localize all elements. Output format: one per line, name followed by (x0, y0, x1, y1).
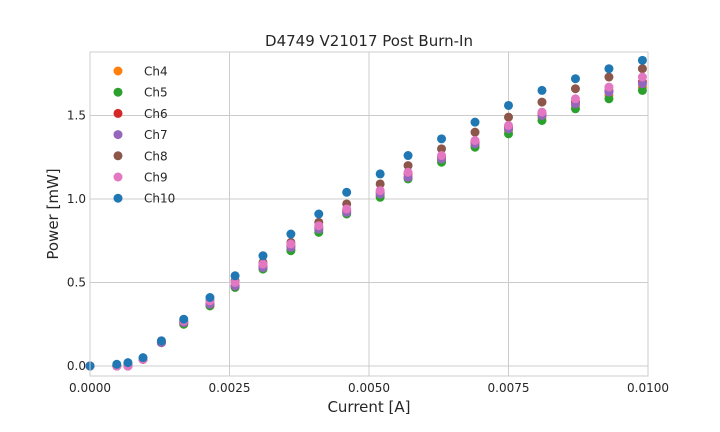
legend-marker-ch9 (113, 172, 123, 182)
legend-label-ch5: Ch5 (144, 86, 168, 100)
y-tick-label: 1.0 (67, 192, 86, 206)
point-ch10 (230, 271, 240, 281)
point-ch10 (138, 353, 148, 363)
legend-marker-ch6 (113, 108, 123, 118)
series-ch5 (85, 85, 647, 371)
point-ch10 (123, 358, 133, 368)
legend-marker-ch5 (113, 87, 123, 97)
x-tick-label: 0.0100 (627, 381, 669, 395)
point-ch5 (637, 85, 647, 95)
plot-frame (89, 51, 649, 377)
legend-marker-ch7 (113, 130, 123, 140)
grid (89, 52, 649, 376)
point-ch9 (470, 136, 480, 146)
point-ch8 (637, 64, 647, 74)
chart-title: D4749 V21017 Post Burn-In (265, 32, 473, 50)
x-tick-label: 0.0025 (209, 381, 251, 395)
point-ch10 (604, 64, 614, 74)
y-tick-label: 0.5 (67, 275, 86, 289)
point-ch8 (504, 112, 513, 122)
series-ch8 (85, 64, 647, 371)
legend-label-ch9: Ch9 (144, 171, 168, 185)
point-ch8 (437, 144, 447, 154)
point-ch8 (570, 84, 580, 94)
legend-label-ch6: Ch6 (144, 107, 168, 121)
point-ch10 (637, 55, 647, 65)
series-ch4 (85, 82, 647, 371)
point-ch10 (314, 209, 324, 219)
point-ch9 (342, 204, 352, 214)
point-ch9 (403, 167, 413, 177)
point-ch9 (570, 94, 580, 104)
x-tick-label: 0.0000 (69, 381, 111, 395)
x-tick-label: 0.0075 (488, 381, 530, 395)
x-axis-label: Current [A] (327, 398, 410, 416)
point-ch10 (205, 293, 215, 303)
point-ch8 (604, 72, 614, 82)
legend-marker-ch10 (113, 193, 123, 203)
point-ch10 (179, 314, 189, 324)
point-ch8 (403, 161, 413, 171)
legend: Ch4 Ch5 Ch6 Ch7 Ch8 Ch9 Ch10 (113, 65, 175, 206)
data-points (85, 55, 647, 371)
series-ch7 (85, 79, 647, 371)
point-ch10 (504, 100, 513, 110)
point-ch9 (537, 107, 547, 117)
legend-marker-ch4 (113, 66, 123, 76)
point-ch9 (258, 259, 268, 269)
series-ch10 (85, 55, 647, 371)
y-tick-label: 0.0 (67, 359, 86, 373)
point-ch8 (470, 127, 480, 137)
legend-marker-ch8 (113, 151, 123, 161)
point-ch9 (230, 277, 240, 287)
point-ch9 (604, 82, 614, 92)
point-ch9 (375, 186, 385, 196)
point-ch9 (504, 120, 513, 130)
point-ch10 (537, 85, 547, 95)
legend-label-ch10: Ch10 (144, 192, 175, 206)
point-ch9 (437, 151, 447, 161)
point-ch5 (604, 94, 614, 104)
point-ch8 (537, 97, 547, 107)
point-ch7 (637, 79, 647, 89)
point-ch10 (112, 359, 122, 369)
legend-label-ch4: Ch4 (144, 65, 168, 79)
x-tick-label: 0.0050 (348, 381, 390, 395)
legend-label-ch7: Ch7 (144, 128, 168, 142)
point-ch10 (375, 169, 385, 179)
y-axis-label: Power [mW] (44, 168, 62, 259)
point-ch9 (637, 72, 647, 82)
y-tick-label: 1.5 (67, 108, 86, 122)
point-ch10 (570, 74, 580, 84)
point-ch10 (342, 187, 352, 197)
point-ch8 (375, 179, 385, 189)
legend-label-ch8: Ch8 (144, 149, 168, 163)
point-ch9 (286, 239, 296, 249)
tick-labels: 0.0000 0.0025 0.0050 0.0075 0.0100 0.0 0.5 1.0 1… (67, 108, 669, 395)
point-ch10 (470, 117, 480, 127)
series-ch9 (85, 72, 647, 371)
point-ch10 (403, 151, 413, 161)
point-ch10 (258, 251, 268, 261)
series-ch6 (85, 77, 647, 371)
point-ch10 (286, 229, 296, 239)
point-ch10 (437, 134, 447, 144)
point-ch9 (314, 221, 324, 231)
point-ch10 (156, 336, 166, 346)
